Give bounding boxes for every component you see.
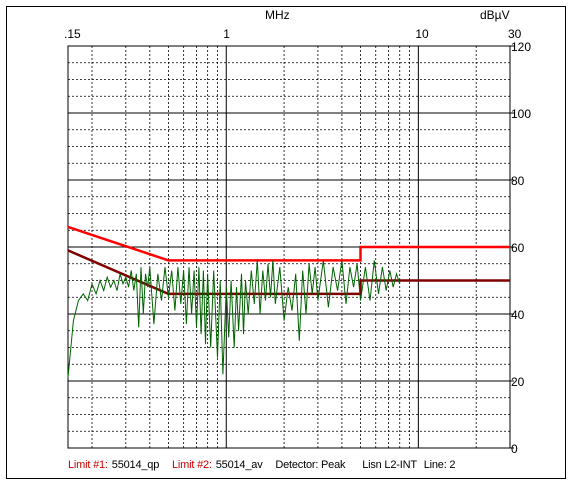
y-tick-label: 60 — [511, 241, 525, 255]
x-unit-label: MHz — [265, 8, 290, 22]
x-tick-label: 1 — [223, 27, 230, 41]
y-tick-labels: 120 100 80 60 40 20 0 — [511, 40, 531, 456]
x-tick-label: .15 — [64, 27, 81, 41]
x-tick-labels: .15 1 10 30 — [64, 27, 522, 41]
limit-qp-line — [67, 225, 510, 262]
y-tick-label: 100 — [511, 107, 531, 121]
limit2-label: Limit #2: — [171, 459, 212, 471]
y-tick-label: 20 — [511, 375, 525, 389]
limit1-label: Limit #1: — [68, 459, 108, 471]
y-tick-label: 0 — [511, 442, 518, 456]
limit1-value: 55014_qp — [111, 459, 160, 471]
limit2-value: 55014_av — [215, 459, 263, 471]
detector-label: Detector: Peak — [275, 459, 346, 471]
x-tick-label: 30 — [508, 27, 522, 41]
y-tick-label: 40 — [511, 308, 525, 322]
chart-footer: Limit #1: 55014_qp Limit #2: 55014_av Dete… — [68, 459, 459, 471]
y-unit-label: dBµV — [480, 8, 510, 22]
peak-measurement-line — [67, 260, 401, 378]
series-group — [67, 225, 510, 378]
x-tick-label: 10 — [415, 27, 429, 41]
y-tick-label: 120 — [511, 40, 531, 54]
chart-frame — [6, 6, 566, 479]
line-label: Line: 2 — [423, 459, 456, 471]
limit-av-line — [67, 249, 510, 296]
lisn-label: Lisn L2-INT — [362, 459, 417, 471]
y-tick-label: 80 — [511, 174, 525, 188]
